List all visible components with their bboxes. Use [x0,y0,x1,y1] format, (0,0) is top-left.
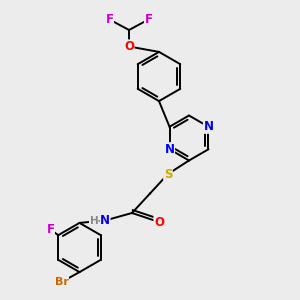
Text: O: O [124,40,134,53]
Text: N: N [164,143,175,156]
Text: O: O [154,215,164,229]
Text: F: F [145,13,152,26]
Text: Br: Br [55,277,68,287]
Text: H: H [89,215,98,226]
Text: N: N [100,214,110,227]
Text: N: N [203,120,214,133]
Text: S: S [164,167,172,181]
Text: F: F [106,13,113,26]
Text: F: F [46,223,54,236]
